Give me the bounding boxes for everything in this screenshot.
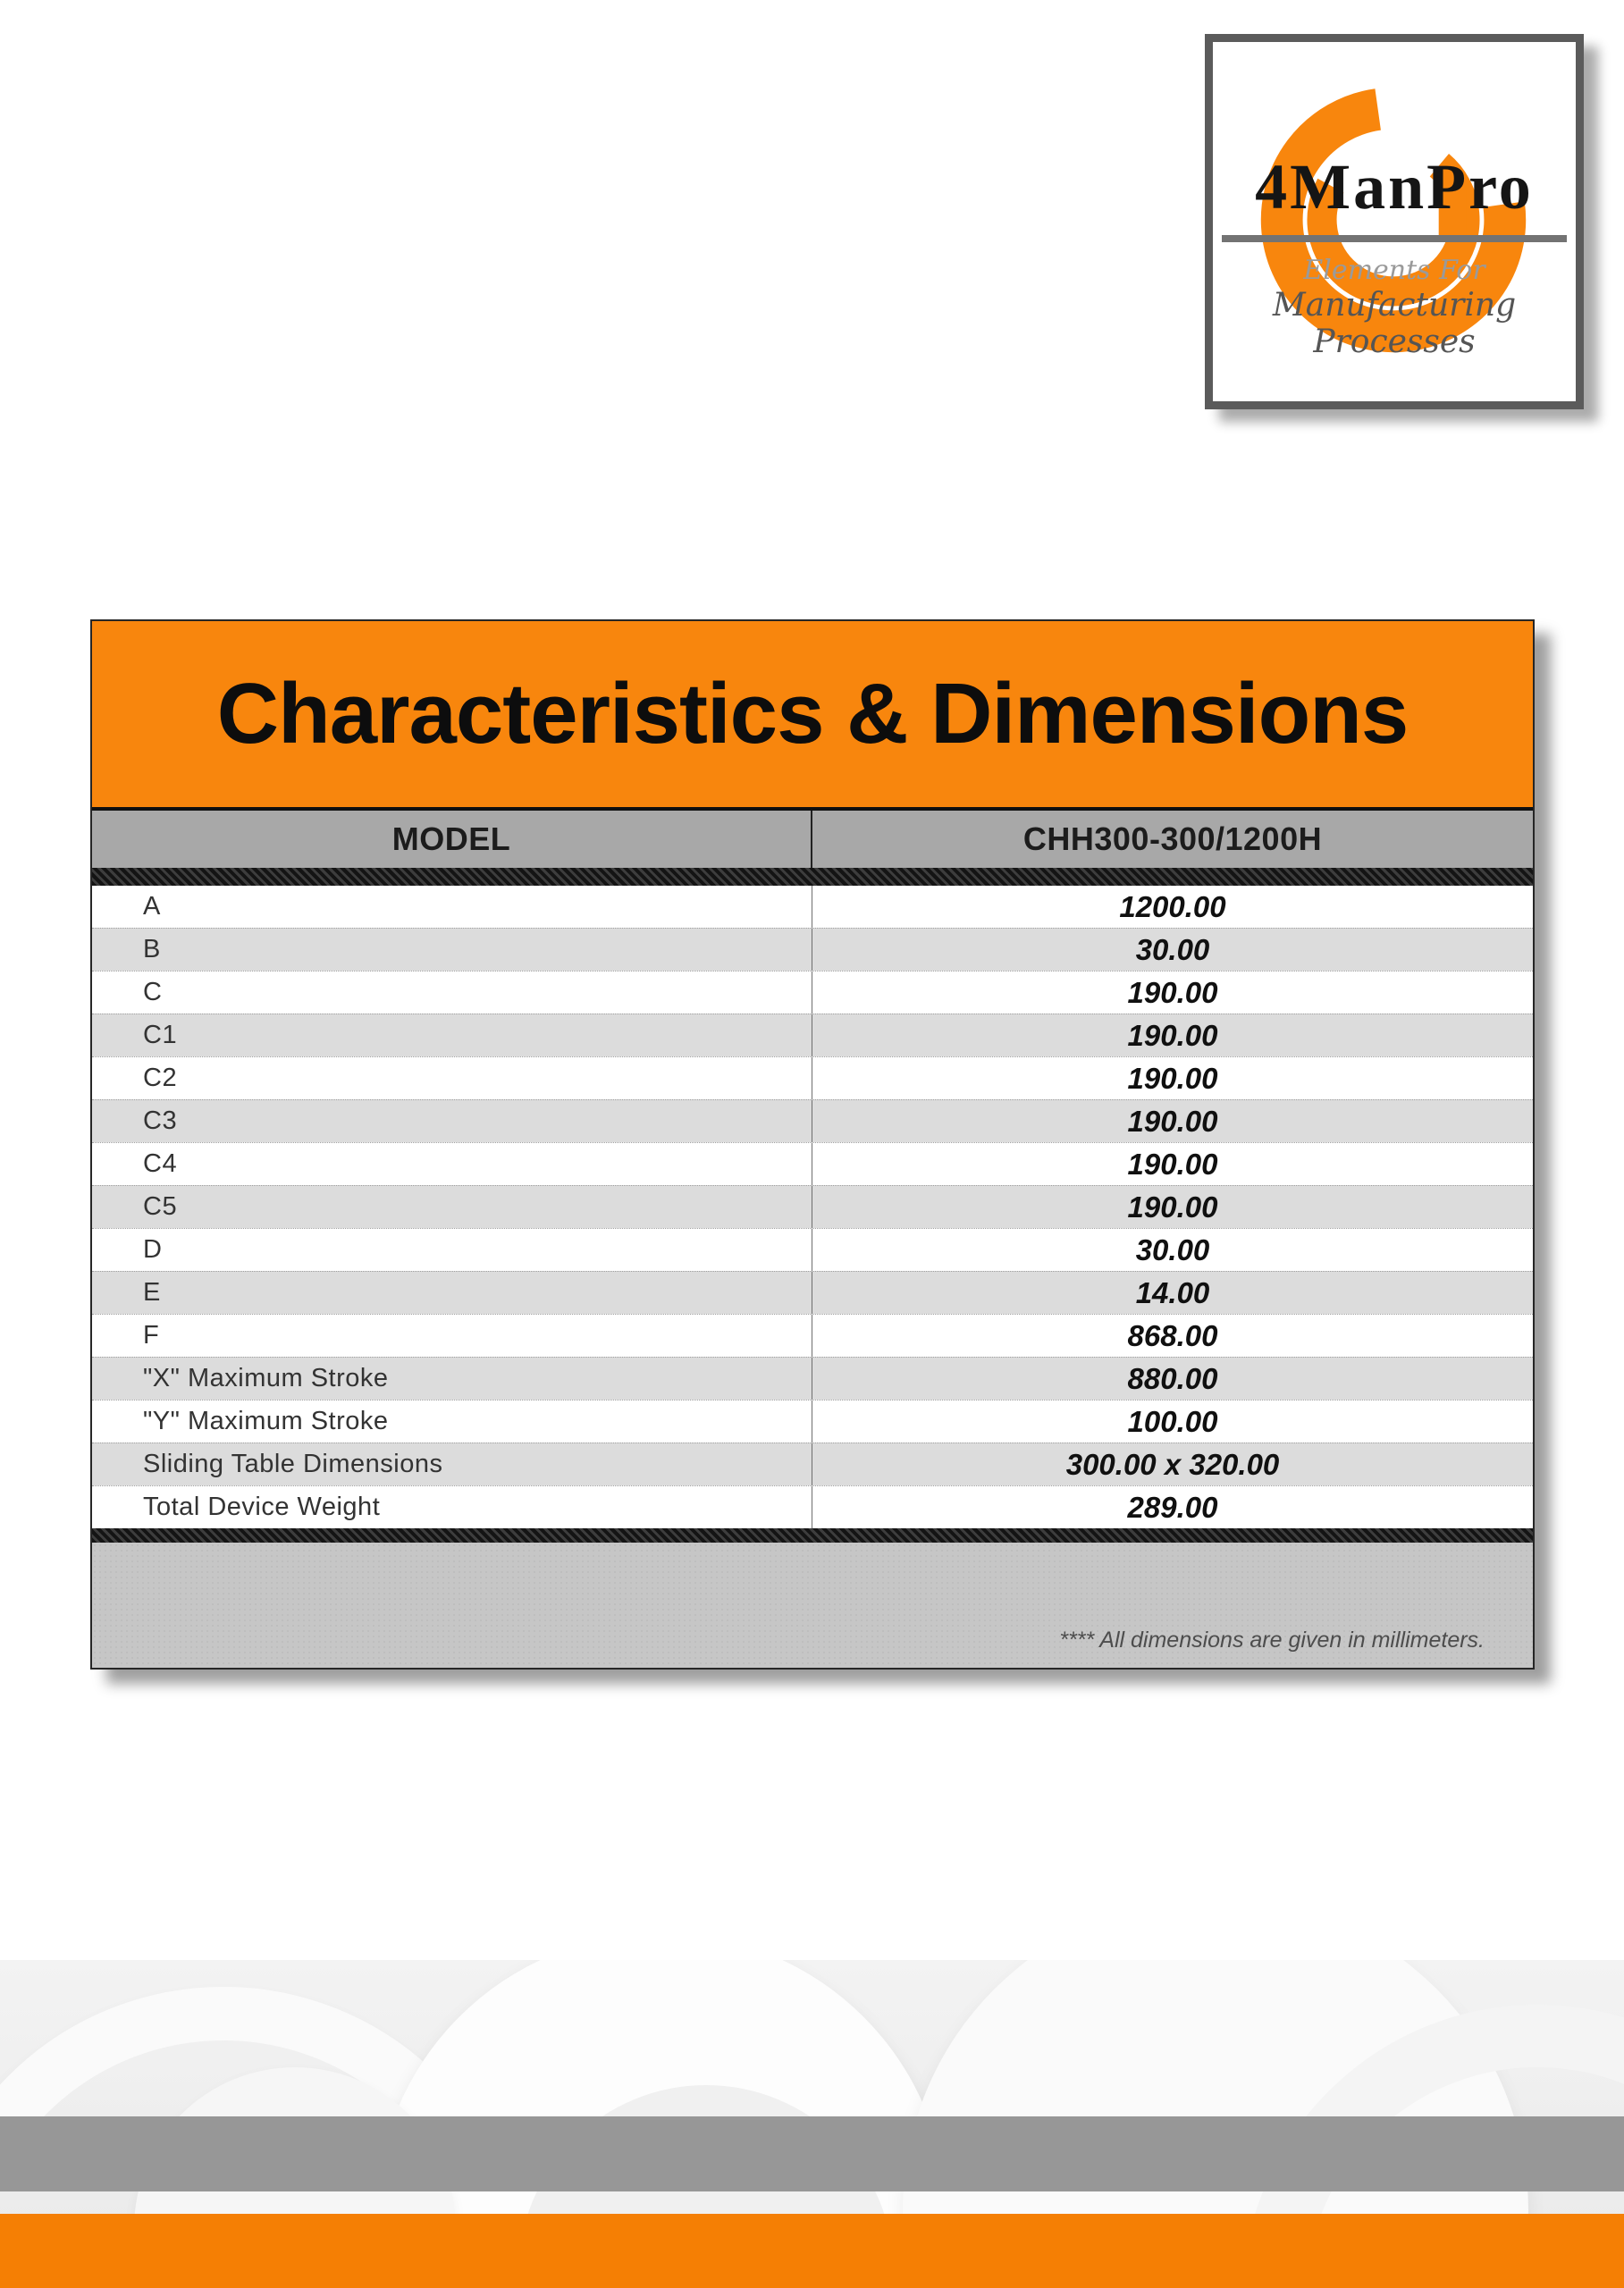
table-row: C5 190.00 xyxy=(92,1185,1533,1228)
table-row: D 30.00 xyxy=(92,1228,1533,1271)
table-row: E 14.00 xyxy=(92,1271,1533,1314)
logo-tagline-line1: Elements For xyxy=(1303,255,1485,286)
model-header-row: MODEL CHH300-300/1200H xyxy=(92,811,1533,868)
divider-bar-top xyxy=(92,868,1533,886)
row-value: 289.00 xyxy=(1127,1490,1218,1524)
row-label: C1 xyxy=(92,1014,812,1056)
row-value: 1200.00 xyxy=(1119,889,1226,923)
table-row: A 1200.00 xyxy=(92,886,1533,928)
row-value: 30.00 xyxy=(1135,1232,1210,1266)
row-value: 300.00 x 320.00 xyxy=(1065,1447,1280,1481)
row-label: "X" Maximum Stroke xyxy=(92,1358,812,1400)
row-label: C5 xyxy=(92,1186,812,1228)
row-value: 190.00 xyxy=(1127,1061,1218,1095)
row-value: 190.00 xyxy=(1127,1018,1218,1052)
row-label: B xyxy=(92,929,812,971)
row-label: C xyxy=(92,972,812,1014)
table-row: C3 190.00 xyxy=(92,1099,1533,1142)
dimensions-note: **** All dimensions are given in millime… xyxy=(1059,1628,1485,1653)
table-title: Characteristics & Dimensions xyxy=(216,666,1409,761)
row-label: C3 xyxy=(92,1100,812,1142)
row-label: D xyxy=(92,1229,812,1271)
row-label: E xyxy=(92,1272,812,1314)
bottom-decoration-band xyxy=(0,1960,1624,2288)
table-row: "X" Maximum Stroke 880.00 xyxy=(92,1357,1533,1400)
table-row: B 30.00 xyxy=(92,928,1533,971)
row-label: A xyxy=(92,886,812,928)
row-value: 868.00 xyxy=(1127,1318,1218,1352)
row-value: 880.00 xyxy=(1127,1361,1218,1395)
row-label: F xyxy=(92,1315,812,1357)
row-label: C2 xyxy=(92,1057,812,1099)
table-row: F 868.00 xyxy=(92,1314,1533,1357)
orange-stripe xyxy=(0,2214,1624,2288)
row-value: 190.00 xyxy=(1127,1190,1218,1224)
row-label: "Y" Maximum Stroke xyxy=(92,1401,812,1443)
row-value: 190.00 xyxy=(1127,1104,1218,1138)
row-label: C4 xyxy=(92,1143,812,1185)
divider-bar-bottom xyxy=(92,1528,1533,1543)
model-header-label: MODEL xyxy=(92,811,812,868)
gray-stripe xyxy=(0,2116,1624,2191)
table-row: C4 190.00 xyxy=(92,1142,1533,1185)
row-label: Total Device Weight xyxy=(92,1486,812,1528)
table-title-band: Characteristics & Dimensions xyxy=(92,621,1533,811)
row-label: Sliding Table Dimensions xyxy=(92,1443,812,1485)
row-value: 190.00 xyxy=(1127,975,1218,1009)
row-value: 30.00 xyxy=(1135,932,1210,966)
table-row: "Y" Maximum Stroke 100.00 xyxy=(92,1400,1533,1443)
table-footer-band: **** All dimensions are given in millime… xyxy=(92,1543,1533,1668)
model-header-value: CHH300-300/1200H xyxy=(1022,820,1323,857)
spec-rows: A 1200.00 B 30.00 C 190.00 C1 190.00 C2 … xyxy=(92,886,1533,1528)
table-row: Sliding Table Dimensions 300.00 x 320.00 xyxy=(92,1443,1533,1485)
table-row: C 190.00 xyxy=(92,971,1533,1014)
row-value: 190.00 xyxy=(1127,1147,1218,1181)
table-row: C1 190.00 xyxy=(92,1014,1533,1056)
row-value: 14.00 xyxy=(1135,1275,1210,1309)
table-row: C2 190.00 xyxy=(92,1056,1533,1099)
row-value: 100.00 xyxy=(1127,1404,1218,1438)
logo-divider-rule xyxy=(1222,235,1567,242)
logo-tagline-line2: Manufacturing Processes xyxy=(1272,287,1517,360)
company-logo-box: 4ManPro Elements For Manufacturing Proce… xyxy=(1205,34,1584,409)
table-row: Total Device Weight 289.00 xyxy=(92,1485,1533,1528)
spec-table: Characteristics & Dimensions MODEL CHH30… xyxy=(90,619,1535,1670)
logo-wordmark: 4ManPro xyxy=(1255,151,1534,223)
